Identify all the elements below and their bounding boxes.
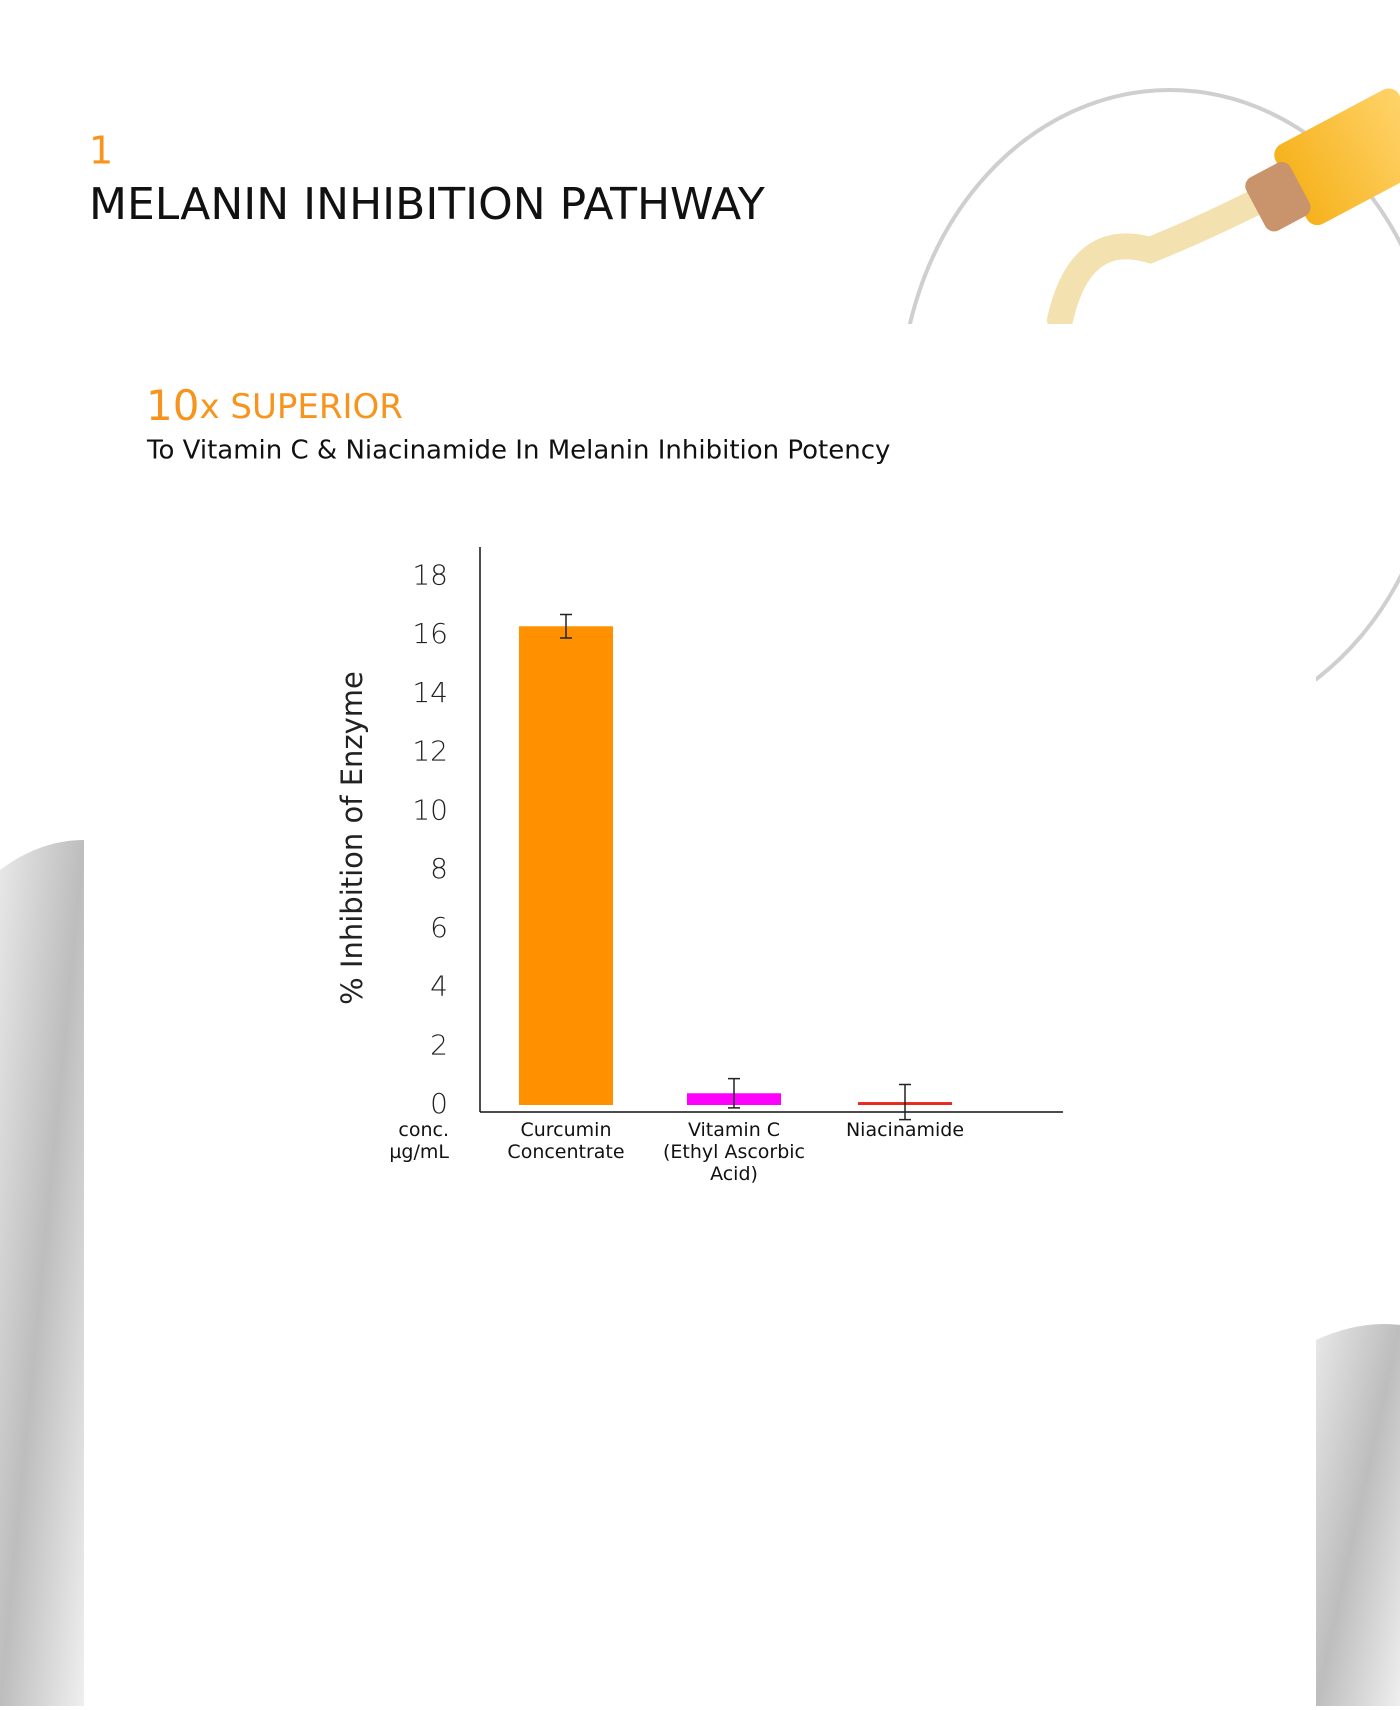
decor-right [1316, 1324, 1400, 1706]
y-tick-label: 12 [412, 735, 448, 768]
x-axis-title: conc. µg/mL [389, 1119, 449, 1163]
error-bar [728, 1077, 740, 1109]
x-tick-label: Niacinamide [846, 1119, 964, 1141]
y-tick-label: 10 [412, 793, 448, 826]
y-tick-label: 8 [430, 852, 448, 885]
y-axis-title: % Inhibition of Enzyme [335, 671, 369, 1005]
y-tick-label: 16 [412, 617, 448, 650]
bar [519, 626, 613, 1105]
error-bar [899, 1083, 911, 1121]
headline: 10x SUPERIOR [146, 381, 403, 430]
y-tick-label: 14 [412, 676, 448, 709]
x-tick-label: Vitamin C (Ethyl Ascorbic Acid) [663, 1119, 805, 1185]
content-panel [84, 324, 1316, 1706]
headline-text: x SUPERIOR [199, 387, 402, 427]
y-tick-label: 0 [430, 1087, 448, 1120]
section-number: 1 [89, 129, 113, 173]
chart: 0 2 4 6 8 10 12 14 16 18 % Inhibition of Enzyme con… [335, 546, 1063, 1185]
cream [1047, 187, 1273, 333]
section-title: MELANIN INHIBITION PATHWAY [89, 179, 765, 230]
y-tick-label: 2 [430, 1028, 448, 1061]
y-tick-label: 6 [430, 911, 448, 944]
decor-left [0, 840, 84, 1706]
x-tick-label: Curcumin Concentrate [507, 1119, 624, 1163]
tube [1245, 88, 1400, 232]
headline-number: 10 [146, 381, 199, 430]
error-bar [560, 613, 572, 639]
subtitle: To Vitamin C & Niacinamide In Melanin In… [146, 436, 890, 466]
y-tick-label: 4 [430, 970, 448, 1003]
y-tick-label: 18 [412, 558, 448, 591]
